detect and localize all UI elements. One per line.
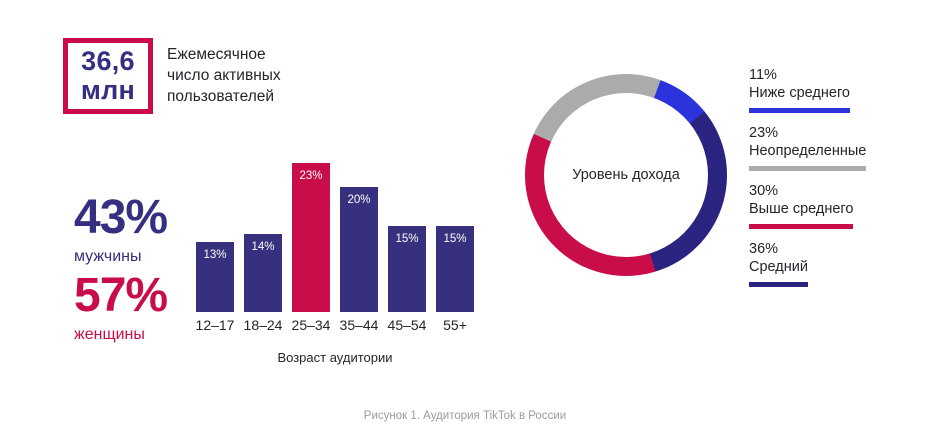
bar-value-label: 14%: [251, 241, 275, 253]
legend-item: 23% Неопределенные: [749, 124, 867, 171]
figure-caption: Рисунок 1. Аудитория TikTok в России: [363, 410, 567, 422]
legend-percent: 23%: [749, 125, 779, 141]
female-percent: 57%: [74, 269, 168, 322]
bar-value-label: 15%: [395, 233, 419, 245]
female-label: женщины: [74, 326, 145, 343]
active-users-unit: млн: [80, 75, 136, 105]
bar-category-label: 25–34: [291, 317, 331, 333]
legend-percent: 11%: [749, 67, 777, 83]
legend-item: 11% Ниже среднего: [749, 66, 850, 113]
bar-category-label: 55+: [443, 317, 467, 333]
bar-12–17: 13%: [196, 242, 234, 312]
legend-label: Средний: [749, 259, 808, 275]
male-share-stat: 43% мужчины: [74, 191, 168, 266]
donut-center-label: Уровень дохода: [572, 167, 680, 183]
legend-color-bar: [749, 224, 854, 229]
age-axis-title: Возраст аудитории: [277, 350, 393, 365]
bar-value-label: 23%: [299, 170, 323, 182]
bar-45–54: 15%: [388, 226, 426, 312]
age-bar-chart-category-labels: 12–17 18–24 25–34 35–44 45–54 55+: [196, 317, 474, 333]
income-legend: 11% Ниже среднего 23% Неопределенные 30% Выше…: [749, 66, 867, 298]
age-bar-chart: 13% 14% 23% 20% 15% 15%: [196, 162, 474, 312]
male-label: мужчины: [74, 248, 142, 265]
bar-category-label: 45–54: [387, 317, 427, 333]
male-percent: 43%: [74, 191, 168, 244]
female-share-stat: 57% женщины: [74, 269, 168, 344]
legend-percent: 36%: [749, 241, 779, 257]
active-users-stat-box: 36,6 млн: [63, 38, 153, 114]
legend-color-bar: [749, 108, 850, 113]
bar-18–24: 14%: [244, 234, 282, 312]
bar-category-label: 35–44: [339, 317, 379, 333]
legend-label: Выше среднего: [749, 201, 854, 217]
bar-55+: 15%: [436, 226, 474, 312]
bar-category-label: 12–17: [195, 317, 235, 333]
legend-label: Неопределенные: [749, 143, 867, 159]
bar-35–44: 20%: [340, 187, 378, 312]
active-users-description: Ежемесячное число активных пользователей: [167, 46, 281, 105]
legend-color-bar: [749, 282, 808, 287]
legend-percent: 30%: [749, 183, 779, 199]
donut-hole: Уровень дохода: [544, 93, 708, 257]
bar-value-label: 20%: [347, 194, 371, 206]
legend-item: 30% Выше среднего: [749, 182, 854, 229]
bar-value-label: 15%: [443, 233, 467, 245]
bar-25–34: 23%: [292, 163, 330, 312]
legend-color-bar: [749, 166, 867, 171]
bar-category-label: 18–24: [243, 317, 283, 333]
legend-label: Ниже среднего: [749, 85, 850, 101]
income-donut-chart: Уровень дохода: [525, 74, 727, 276]
bar-value-label: 13%: [203, 249, 227, 261]
legend-item: 36% Средний: [749, 240, 808, 287]
active-users-value: 36,6: [81, 45, 135, 76]
